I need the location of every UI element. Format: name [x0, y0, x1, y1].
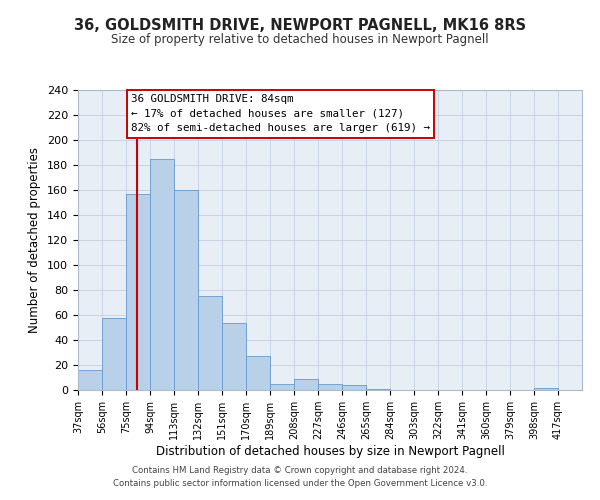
Bar: [366, 389, 390, 390]
Text: 36 GOLDSMITH DRIVE: 84sqm
← 17% of detached houses are smaller (127)
82% of semi: 36 GOLDSMITH DRIVE: 84sqm ← 17% of detac…: [131, 94, 430, 134]
Bar: [270, 384, 294, 390]
Text: 36, GOLDSMITH DRIVE, NEWPORT PAGNELL, MK16 8RS: 36, GOLDSMITH DRIVE, NEWPORT PAGNELL, MK…: [74, 18, 526, 32]
X-axis label: Distribution of detached houses by size in Newport Pagnell: Distribution of detached houses by size …: [155, 445, 505, 458]
Bar: [78, 370, 102, 390]
Bar: [342, 385, 366, 390]
Bar: [246, 356, 270, 390]
Bar: [318, 384, 342, 390]
Text: Contains HM Land Registry data © Crown copyright and database right 2024.
Contai: Contains HM Land Registry data © Crown c…: [113, 466, 487, 487]
Bar: [126, 194, 150, 390]
Bar: [534, 388, 558, 390]
Bar: [102, 318, 126, 390]
Bar: [198, 296, 222, 390]
Text: Size of property relative to detached houses in Newport Pagnell: Size of property relative to detached ho…: [111, 32, 489, 46]
Bar: [294, 379, 318, 390]
Bar: [222, 322, 246, 390]
Bar: [150, 159, 174, 390]
Bar: [174, 190, 198, 390]
Y-axis label: Number of detached properties: Number of detached properties: [28, 147, 41, 333]
